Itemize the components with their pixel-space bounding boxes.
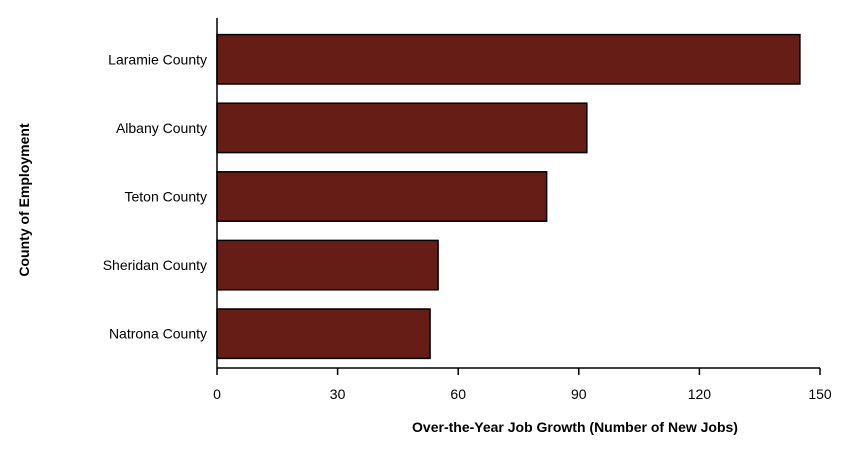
y-tick-label: Teton County: [125, 189, 208, 205]
x-tick-label: 120: [688, 386, 712, 402]
x-tick-label: 150: [808, 386, 832, 402]
y-tick-labels: Laramie County Albany County Teton County S…: [103, 51, 207, 341]
bar-teton-county: [216, 171, 548, 222]
bar-natrona-county: [216, 308, 431, 360]
bars-layer: [216, 33, 801, 360]
y-tick-label: Laramie County: [108, 51, 207, 67]
y-axis-title: County of Employment: [16, 123, 32, 277]
bar-albany-county: [216, 102, 588, 154]
x-ticks: 0 30 60 90 120 150: [213, 368, 832, 402]
x-tick-label: 0: [213, 386, 221, 402]
x-tick-label: 90: [571, 386, 587, 402]
x-axis-title: Over-the-Year Job Growth (Number of New …: [412, 419, 738, 435]
x-tick-label: 60: [450, 386, 466, 402]
bar-laramie-county: [216, 33, 801, 85]
y-tick-label: Albany County: [116, 120, 207, 136]
x-tick-label: 30: [330, 386, 346, 402]
y-tick-label: Natrona County: [109, 326, 207, 342]
y-tick-label: Sheridan County: [103, 257, 207, 273]
bar-sheridan-county: [216, 239, 439, 291]
